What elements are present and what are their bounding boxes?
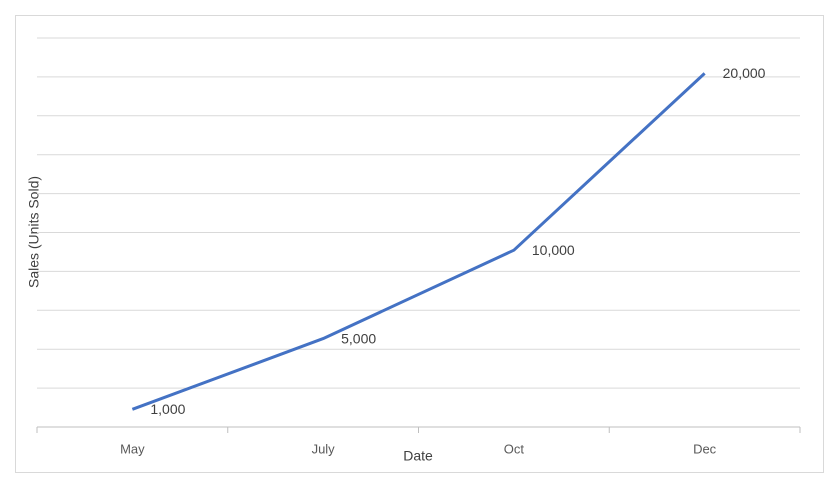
chart-frame	[15, 15, 824, 473]
x-axis-title: Date	[403, 448, 433, 464]
x-tick-label: May	[120, 441, 145, 456]
data-label: 1,000	[150, 401, 185, 417]
line	[131, 72, 706, 411]
data-label: 20,000	[723, 65, 766, 81]
data-label: 10,000	[532, 242, 575, 258]
y-axis-title: Sales (Units Sold)	[26, 176, 42, 288]
x-tick-label: Oct	[504, 441, 525, 456]
x-tick-label: Dec	[693, 441, 717, 456]
data-label: 5,000	[341, 330, 376, 346]
x-tick-label: July	[312, 441, 336, 456]
